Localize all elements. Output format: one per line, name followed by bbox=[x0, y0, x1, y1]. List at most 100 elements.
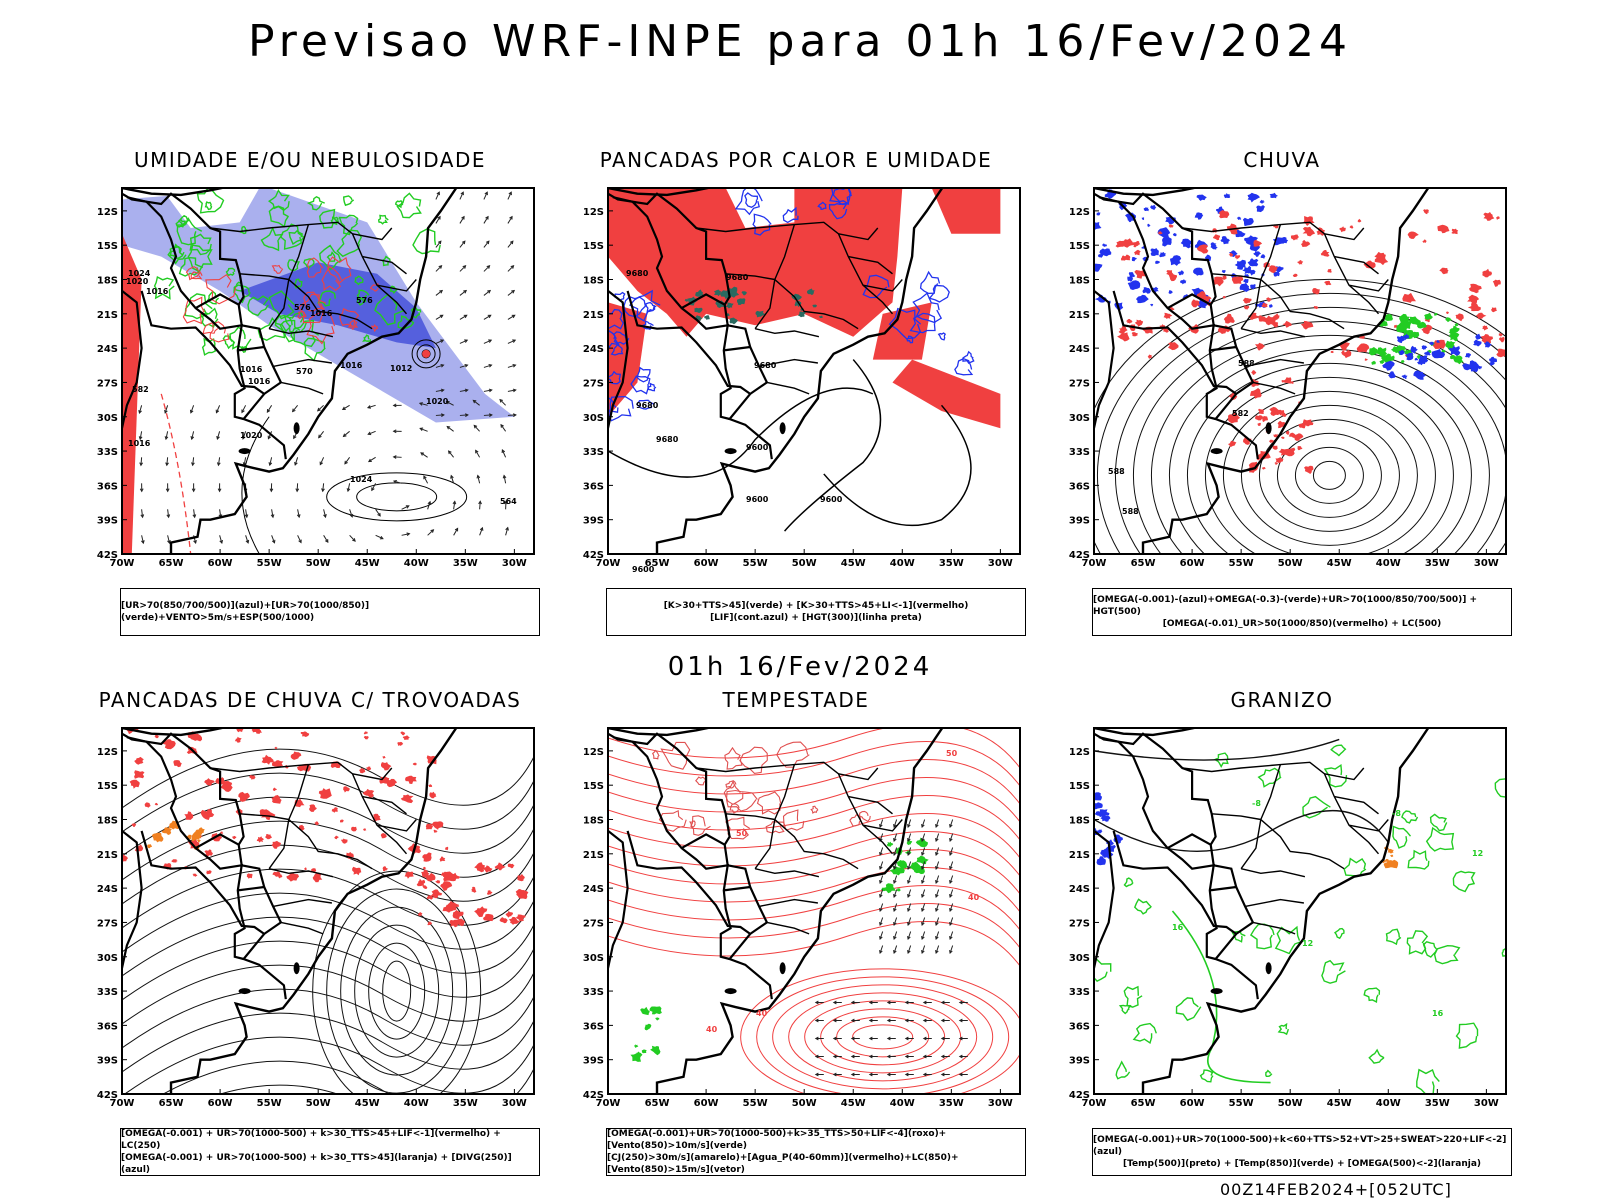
state-border bbox=[210, 221, 408, 315]
lat-tick-label: 36S bbox=[97, 481, 118, 492]
wind-arrow-head bbox=[921, 866, 925, 871]
country-border bbox=[126, 196, 246, 421]
wind-arrow-head bbox=[868, 1036, 873, 1041]
wind-arrow-head bbox=[191, 462, 195, 467]
legend-line: [OMEGA(-0.001) + UR>70(1000-500) + k>30_… bbox=[121, 1129, 501, 1151]
green-contour bbox=[175, 218, 186, 228]
wind-arrow-head bbox=[454, 527, 459, 532]
green-contour bbox=[247, 295, 270, 317]
thunderstorm-area bbox=[429, 791, 437, 799]
lat-tick-label: 39S bbox=[583, 1056, 604, 1067]
rain-area bbox=[1227, 440, 1237, 447]
omega-area bbox=[1131, 257, 1137, 262]
wind-arrow bbox=[375, 509, 381, 517]
state-border bbox=[766, 381, 810, 395]
lon-tick-label: 30W bbox=[502, 558, 527, 569]
thunderstorm-area bbox=[381, 762, 392, 771]
wind-arrow bbox=[297, 535, 302, 543]
legend-line: [K>30+TTS>45](verde) + [K>30+TTS>45+LI<-… bbox=[663, 601, 969, 611]
wind-arrow-head bbox=[958, 1036, 963, 1041]
omega-area bbox=[1247, 192, 1260, 203]
wind-arrow bbox=[140, 457, 143, 466]
green-contour bbox=[338, 214, 359, 236]
rain-area bbox=[1117, 332, 1130, 342]
wind-arrow-head bbox=[295, 488, 300, 493]
wind-arrow-head bbox=[921, 838, 925, 843]
thunderstorm-area bbox=[204, 849, 213, 857]
wind-arrow-head bbox=[921, 894, 925, 899]
rain-area bbox=[1313, 306, 1319, 310]
contour-label: 9600 bbox=[820, 495, 843, 504]
wind-arrow-head bbox=[445, 401, 450, 405]
streamline bbox=[1096, 292, 1506, 554]
thunderstorm-area bbox=[433, 829, 438, 833]
wind-arrow-head bbox=[886, 1072, 891, 1077]
green-cell bbox=[713, 289, 722, 297]
wind-arrow-head bbox=[461, 240, 466, 245]
contour-line bbox=[382, 960, 412, 1022]
temp850-contour bbox=[1425, 826, 1455, 852]
lat-tick-label: 39S bbox=[1069, 1056, 1090, 1067]
wind-arrow bbox=[893, 875, 898, 884]
country-border bbox=[1112, 290, 1237, 395]
state-border bbox=[280, 921, 324, 935]
country-border bbox=[195, 833, 240, 850]
legend-line: [OMEGA(-0.001)+UR>70(1000-500)+k<60+TTS>… bbox=[1093, 1135, 1507, 1157]
green-cell bbox=[819, 315, 824, 319]
wind-arrow bbox=[459, 191, 464, 200]
temp850-contour bbox=[1392, 825, 1412, 849]
state-border bbox=[1348, 819, 1389, 832]
omega-area bbox=[1193, 267, 1204, 276]
rain-area bbox=[1475, 312, 1487, 319]
rain-area bbox=[1301, 239, 1311, 247]
wind-vector-front bbox=[879, 819, 954, 955]
legend-box: [UR>70(850/700/500)](azul)+[UR>70(1000/8… bbox=[120, 588, 540, 636]
wind-arrow-head bbox=[501, 449, 506, 454]
state-border bbox=[754, 328, 820, 338]
lon-tick-label: 65W bbox=[645, 1098, 670, 1109]
legend-line: [OMEGA(-0.001)+UR>70(1000-500)+k>35_TTS>… bbox=[607, 1129, 947, 1151]
rain-area bbox=[1222, 296, 1226, 299]
thunderstorm-area bbox=[382, 756, 386, 759]
state-border bbox=[725, 273, 775, 281]
wind-arrow bbox=[344, 457, 351, 465]
lagoon bbox=[1265, 422, 1272, 435]
wind-arrow-head bbox=[461, 215, 465, 220]
strong-omega-area bbox=[1380, 353, 1387, 359]
contour-label: 588 bbox=[1108, 467, 1125, 476]
country-border bbox=[1112, 830, 1237, 935]
lake bbox=[238, 988, 251, 995]
omega-area bbox=[1150, 204, 1157, 211]
wind-arrow bbox=[393, 480, 402, 484]
green-contour bbox=[377, 214, 389, 225]
temp850-contour bbox=[1343, 857, 1367, 877]
wind-arrow-head bbox=[512, 388, 517, 393]
lifted-index-contour bbox=[828, 202, 848, 220]
wind-arrow bbox=[435, 240, 442, 248]
wind-arrow-head bbox=[342, 433, 347, 438]
state-border bbox=[725, 813, 775, 821]
wind-arrow-head bbox=[940, 1036, 945, 1041]
wind-area bbox=[655, 1017, 660, 1021]
wind-arrow bbox=[935, 931, 940, 940]
wind-arrow bbox=[949, 833, 954, 842]
rain-area bbox=[1191, 299, 1200, 308]
temp850-contour bbox=[1334, 927, 1345, 940]
rain-area bbox=[1455, 313, 1464, 322]
wind-arrow-head bbox=[464, 339, 469, 343]
wind-arrow-head bbox=[500, 423, 504, 428]
wind-arrow bbox=[477, 475, 481, 484]
legend-line: [OMEGA(-0.001)-(azul)+OMEGA(-0.3)-(verde… bbox=[1093, 595, 1478, 617]
height-contour bbox=[823, 404, 972, 527]
rain-area bbox=[1166, 270, 1174, 276]
state-border bbox=[862, 819, 903, 832]
thickness-contour bbox=[190, 271, 203, 280]
rain-area bbox=[1134, 270, 1147, 279]
wind-arrow-head bbox=[893, 866, 897, 871]
lagoon bbox=[779, 422, 786, 435]
wind-arrow-head bbox=[479, 526, 484, 531]
wind-arrow-head bbox=[464, 363, 469, 368]
rain-area bbox=[1469, 283, 1482, 294]
